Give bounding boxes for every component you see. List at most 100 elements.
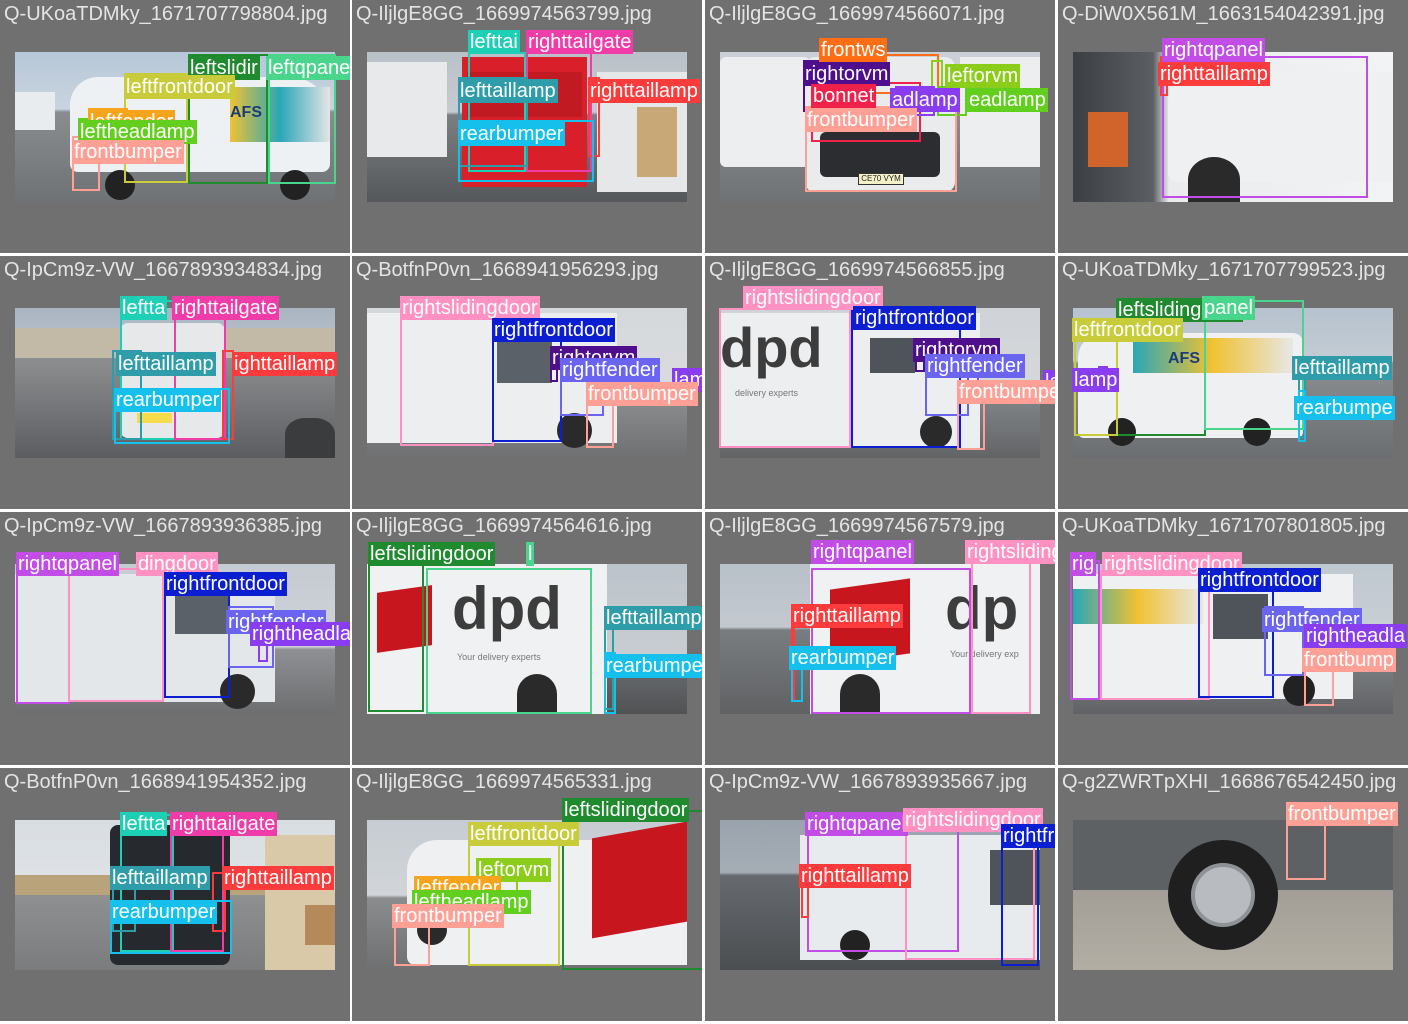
detection-label: ighttaillamp xyxy=(232,352,338,376)
detection-label: frontbumper xyxy=(805,108,917,132)
detection-label: rightfrontdoor xyxy=(492,318,615,342)
detection-label: righttaillamp xyxy=(791,604,903,628)
license-plate: CE70 VYM xyxy=(858,173,904,185)
detection-box xyxy=(562,810,702,970)
van-photo: dp Your delivery exp xyxy=(720,564,1040,714)
grid-cell: Q-IljlgE8GG_1669974566071.jpg CE70 VYM f… xyxy=(705,0,1055,253)
brand-logo: dpd xyxy=(720,316,823,379)
detection-label: rearbumper xyxy=(110,900,218,924)
cell-title: Q-g2ZWRTpXHI_1668676542450.jpg xyxy=(1062,771,1397,793)
detection-label: rightfrontdoor xyxy=(164,572,287,596)
detection-label: righttailgate xyxy=(172,296,280,320)
detection-label: leftfrontdoor xyxy=(468,822,579,846)
detection-label: leftta xyxy=(120,812,168,836)
cell-title: Q-UKoaTDMky_1671707799523.jpg xyxy=(1062,259,1386,281)
detection-label: rearbumper xyxy=(458,122,566,146)
detection-label: leftslidingdoor xyxy=(368,542,496,566)
van-photo xyxy=(720,820,1040,970)
grid-cell: Q-BotfnP0vn_1668941954352.jpg leftta righ… xyxy=(0,768,350,1021)
detection-label: rightslidingdoor xyxy=(743,286,883,310)
detection-label: rig xyxy=(1070,552,1097,576)
detection-box xyxy=(188,54,268,184)
detection-box xyxy=(805,106,957,192)
detection-label: righttailgate xyxy=(170,812,278,836)
detection-label: rightqpanel xyxy=(16,552,119,576)
detection-box xyxy=(400,310,494,446)
grid-cell: Q-g2ZWRTpXHI_1668676542450.jpg frontbump… xyxy=(1058,768,1408,1021)
grid-cell: Q-IpCm9z-VW_1667893934834.jpg leftta righ… xyxy=(0,256,350,509)
detection-label: frontbump xyxy=(1302,648,1397,672)
detection-label: panel xyxy=(1202,296,1255,320)
detection-label: frontbumper xyxy=(957,380,1055,404)
cell-title: Q-BotfnP0vn_1668941954352.jpg xyxy=(4,771,307,793)
detection-box xyxy=(588,77,600,157)
brand-logo: dpd xyxy=(452,575,562,642)
grid-cell: Q-IpCm9z-VW_1667893936385.jpg rightqpane… xyxy=(0,512,350,765)
detection-label: rightqpanel xyxy=(811,540,914,564)
detection-box xyxy=(1264,606,1304,676)
grid-cell: Q-IljlgE8GG_1669974565331.jpg leftslidin… xyxy=(352,768,702,1021)
detection-label: rightheadla xyxy=(1304,624,1407,648)
detection-box xyxy=(1198,578,1274,698)
detection-label: lefttaillamp xyxy=(604,606,702,630)
detection-box xyxy=(1100,570,1210,700)
detection-label: frontbumper xyxy=(72,140,184,164)
detection-label: lefttai xyxy=(468,30,520,54)
detection-label: leftqpanel xyxy=(266,56,350,80)
brand-tagline: Your delivery experts xyxy=(457,652,541,662)
van-photo: dpd Your delivery experts xyxy=(367,564,687,714)
detection-label: leftfrontdoor xyxy=(124,75,235,99)
detection-label: lefttaillamp xyxy=(116,352,216,376)
cell-title: Q-IljlgE8GG_1669974563799.jpg xyxy=(356,3,652,25)
grid-cell: Q-IljlgE8GG_1669974566855.jpg dpd delive… xyxy=(705,256,1055,509)
cell-title: Q-IljlgE8GG_1669974566071.jpg xyxy=(709,3,1005,25)
detection-label: lefttaillamp xyxy=(458,79,558,103)
detection-label: lefttaillamp xyxy=(110,866,210,890)
detection-label: eadlamp xyxy=(967,88,1048,112)
detection-label: rightqpanel xyxy=(805,812,908,836)
detection-label: rightfender xyxy=(925,354,1025,378)
detection-label: rightorvm xyxy=(803,62,891,86)
detection-label: leftorvm xyxy=(945,64,1021,88)
van-photo xyxy=(1073,52,1393,202)
detection-box xyxy=(368,560,424,712)
detection-label: rearbumper xyxy=(789,646,897,670)
detection-box xyxy=(604,652,616,714)
detection-box xyxy=(16,572,70,704)
grid-cell: Q-IpCm9z-VW_1667893935667.jpg rightqpane… xyxy=(705,768,1055,1021)
van-photo xyxy=(1073,820,1393,970)
detection-label: frontws xyxy=(819,38,888,62)
detection-box xyxy=(1162,56,1368,198)
cell-title: Q-IpCm9z-VW_1667893934834.jpg xyxy=(4,259,322,281)
detection-label: rightfender xyxy=(560,358,660,382)
detection-box xyxy=(1001,836,1039,966)
detection-box xyxy=(811,568,971,714)
detection-label: leftta xyxy=(120,296,168,320)
detection-box xyxy=(268,54,336,184)
detection-box xyxy=(1070,560,1100,700)
detection-box xyxy=(68,568,164,702)
detection-box xyxy=(458,120,594,182)
cell-title: Q-IljlgE8GG_1669974565331.jpg xyxy=(356,771,652,793)
detection-label: rightfrontdoor xyxy=(853,306,976,330)
detection-label: lamp xyxy=(1072,368,1120,392)
detection-label: rightslidingdoor xyxy=(965,540,1055,564)
brand-tagline: delivery experts xyxy=(735,388,799,398)
detection-label: rightheadlamp xyxy=(250,622,350,646)
detection-label: bonnet xyxy=(811,84,877,108)
grid-cell: Q-BotfnP0vn_1668941956293.jpg rightslidi… xyxy=(352,256,702,509)
detection-label: righttaillamp xyxy=(222,866,334,890)
grid-cell: Q-UKoaTDMky_1671707799523.jpg AFS leftsl… xyxy=(1058,256,1408,509)
grid-cell: Q-DiW0X561M_1663154042391.jpg rightqpane… xyxy=(1058,0,1408,253)
detection-label: leftfrontdoor xyxy=(1072,318,1183,342)
detection-label: frontbumper xyxy=(586,382,698,406)
detection-label: rightfrontdoor xyxy=(1198,568,1321,592)
detection-label: frontbumper xyxy=(1286,802,1398,826)
grid-cell: Q-IljlgE8GG_1669974564616.jpg dpd Your d… xyxy=(352,512,702,765)
cell-title: Q-DiW0X561M_1663154042391.jpg xyxy=(1062,3,1385,25)
detection-box xyxy=(719,308,851,448)
detection-label: rearbumper xyxy=(114,388,222,412)
cell-title: Q-IljlgE8GG_1669974567579.jpg xyxy=(709,515,1005,537)
cell-title: Q-IpCm9z-VW_1667893935667.jpg xyxy=(709,771,1027,793)
